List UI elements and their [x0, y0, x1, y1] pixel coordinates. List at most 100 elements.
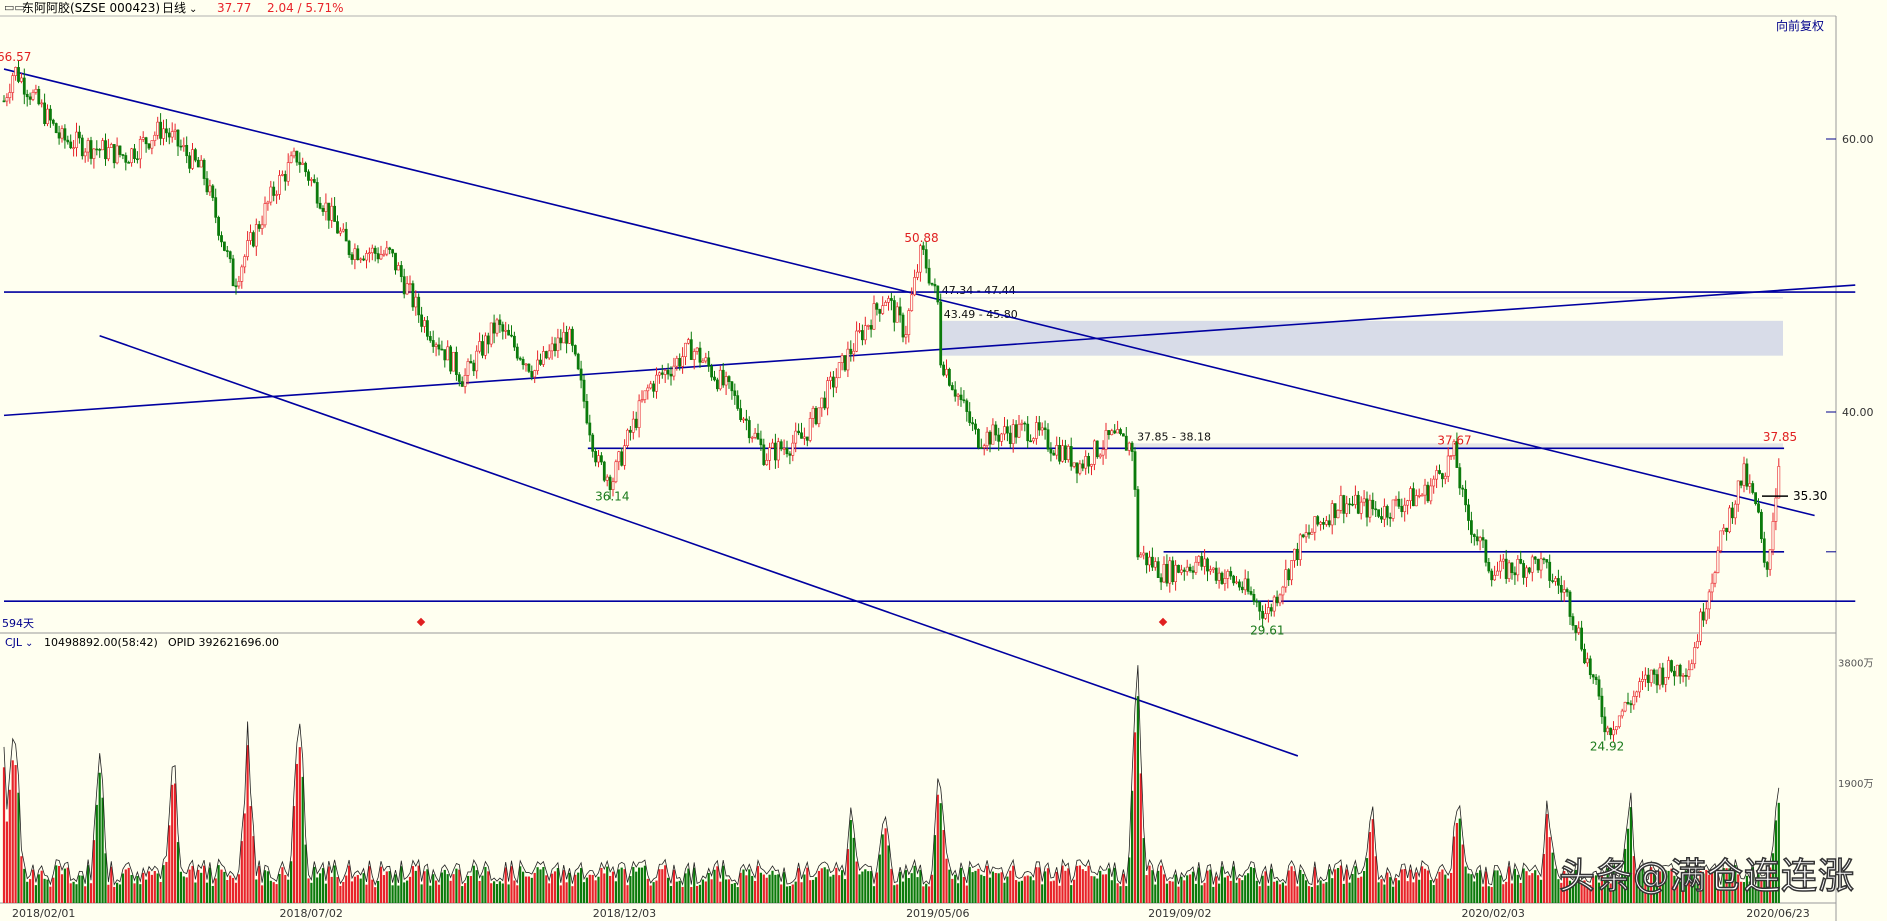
candle-body — [37, 88, 41, 105]
volume-bar — [237, 874, 240, 903]
candle-body — [901, 314, 905, 338]
volume-bar — [1064, 870, 1067, 903]
candle-body — [921, 245, 925, 250]
candle-body — [507, 329, 511, 336]
volume-bar — [1003, 882, 1006, 903]
candle-body — [936, 285, 940, 303]
volume-bar — [179, 871, 182, 903]
candle-body — [1113, 430, 1117, 434]
candle-body — [739, 408, 743, 420]
candle-body — [112, 144, 116, 164]
volume-bar — [304, 844, 307, 903]
event-marker[interactable] — [1158, 617, 1168, 627]
volume-bar — [1017, 881, 1021, 903]
volume-bar — [321, 868, 325, 903]
volume-bar — [832, 874, 835, 903]
candle-body — [1583, 648, 1586, 664]
candle-body — [1704, 608, 1708, 621]
volume-bar — [1110, 880, 1113, 903]
candle-body — [1064, 445, 1067, 460]
candle-body — [1301, 534, 1305, 538]
volume-bar — [1632, 856, 1635, 903]
candle-body — [521, 359, 525, 365]
candle-body — [773, 442, 777, 461]
volume-bar — [348, 865, 351, 903]
candle-body — [1385, 506, 1389, 518]
volume-indicator-name[interactable]: CJL — [5, 636, 23, 649]
chevron-down-icon[interactable]: ⌄ — [25, 638, 33, 649]
candle-body — [1174, 564, 1178, 582]
candle-body — [252, 232, 255, 247]
candle-body — [1061, 445, 1064, 462]
volume-bar — [713, 869, 716, 903]
candle-body — [1188, 566, 1192, 572]
candle-body — [43, 102, 47, 124]
volume-bar — [577, 872, 580, 903]
volume-bar — [1740, 881, 1743, 903]
candle-body — [501, 324, 505, 332]
volume-bar — [1673, 875, 1676, 903]
volume-bar — [1354, 866, 1357, 903]
candle-body — [524, 363, 528, 366]
volume-bar — [324, 883, 327, 903]
candle-body — [762, 444, 766, 465]
chevron-down-icon[interactable]: ⌄ — [189, 4, 197, 15]
candle-body — [1597, 679, 1601, 697]
candle-body — [1110, 430, 1114, 436]
candle-body — [147, 143, 151, 149]
candle-body — [1078, 463, 1082, 474]
volume-bar — [649, 885, 652, 903]
volume-bar — [1528, 875, 1531, 903]
volume-bar — [1360, 876, 1363, 903]
candle-body — [1606, 727, 1610, 733]
volume-bar — [620, 867, 623, 903]
volume-bar — [1774, 820, 1777, 903]
volume-bar — [249, 806, 252, 903]
trendline-rising[interactable] — [3, 284, 1856, 417]
candle-body — [814, 407, 818, 425]
volume-tick-label: 3800万 — [1838, 659, 1873, 670]
period-selector[interactable]: 日线 — [162, 1, 186, 15]
volume-bar — [408, 876, 412, 903]
volume-bar — [867, 871, 870, 903]
candle-body — [1557, 578, 1560, 586]
candle-body — [460, 381, 464, 387]
volume-bar — [197, 869, 200, 903]
volume-bar — [1151, 870, 1154, 903]
volume-bar — [1670, 868, 1673, 903]
candle-body — [318, 202, 322, 209]
candle-body — [19, 77, 23, 82]
candle-body — [1243, 578, 1247, 591]
volume-bar — [1049, 881, 1052, 903]
trendline-support[interactable] — [99, 334, 1299, 757]
volume-bar — [629, 876, 632, 903]
volume-bar — [278, 874, 281, 903]
candle-body — [1200, 556, 1204, 567]
event-marker[interactable] — [416, 617, 426, 627]
volume-bar — [145, 879, 148, 903]
candle-body — [411, 283, 415, 308]
candle-body — [376, 253, 380, 260]
candle-body — [1267, 607, 1270, 614]
volume-bar — [1339, 865, 1342, 903]
candle-body — [153, 134, 157, 141]
volume-bar — [1470, 874, 1473, 903]
volume-bar — [107, 884, 110, 903]
adjust-mode-button[interactable]: 向前复权 — [1776, 18, 1824, 33]
candle-body — [1235, 581, 1238, 584]
candle-body — [805, 436, 809, 441]
volume-bar — [159, 881, 162, 903]
volume-bar — [1647, 882, 1650, 903]
volume-bar — [1194, 883, 1197, 903]
volume-bar — [1319, 880, 1322, 903]
candle-body — [1107, 430, 1111, 436]
candle-body — [1246, 578, 1250, 592]
volume-bar — [725, 879, 728, 903]
candle-body — [539, 359, 542, 365]
candle-body — [800, 432, 803, 439]
candle-body — [1197, 556, 1201, 563]
candle-body — [486, 335, 490, 345]
volume-bar — [118, 884, 122, 903]
candle-body — [1443, 475, 1447, 480]
